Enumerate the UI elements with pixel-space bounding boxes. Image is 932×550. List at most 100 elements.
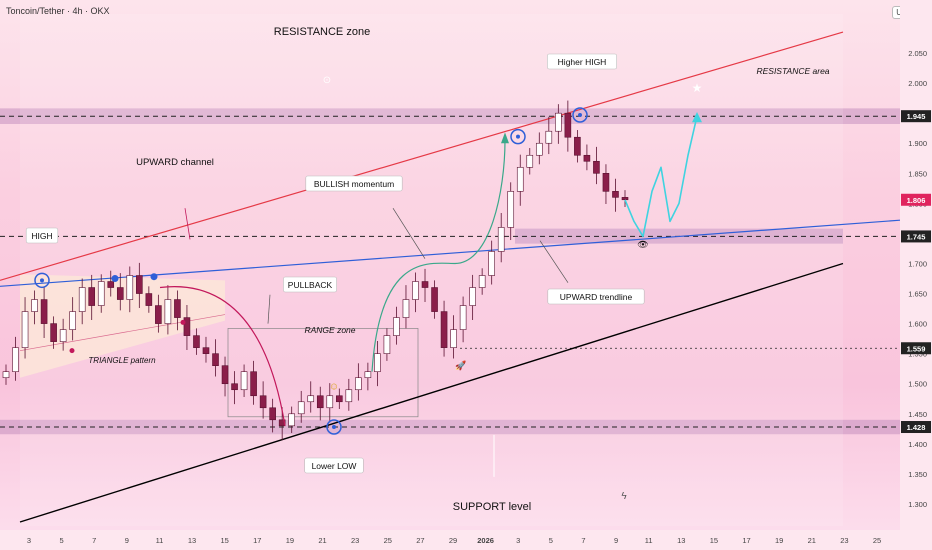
x-tick-label: 27 (416, 536, 424, 545)
high-dot (150, 273, 158, 281)
currency-label[interactable]: USDT (892, 6, 922, 19)
x-tick-label: 21 (318, 536, 326, 545)
candle-up (364, 371, 372, 379)
candle-down (183, 317, 191, 336)
x-tick-label: 19 (286, 536, 294, 545)
candle-down (231, 383, 238, 391)
resistance-zone-band (0, 108, 900, 125)
candle-up (383, 335, 391, 354)
x-tick-label: 23 (351, 536, 359, 545)
candle-up (402, 299, 410, 318)
higher-high-label: Higher HIGH (558, 57, 607, 67)
y-tick-label: 1.900 (908, 139, 927, 148)
candle-up (393, 317, 400, 336)
y-tick-label: 1.400 (908, 440, 927, 449)
y-tick-label: 1.700 (908, 259, 927, 268)
candle-down (440, 311, 448, 348)
momentum-arrowhead (501, 132, 509, 144)
candle-up (459, 305, 467, 330)
x-tick-label: 11 (156, 536, 164, 545)
candle-down (612, 191, 619, 198)
candle-down (250, 371, 257, 397)
price-tag-box (901, 342, 931, 355)
high-label-box (25, 227, 59, 244)
y-tick-label: 1.300 (908, 500, 927, 509)
candle-down (278, 419, 286, 427)
lower-low-label: Lower LOW (312, 461, 357, 471)
pivot-dot (40, 278, 44, 283)
x-tick-label: 19 (775, 536, 783, 545)
candle-up (97, 281, 105, 306)
channel-top-line (0, 31, 844, 281)
candle-down (259, 395, 267, 409)
pivot-marker (510, 128, 526, 145)
candle-up (469, 287, 476, 306)
bullish-momentum-label: BULLISH momentum (314, 179, 394, 189)
projection-path (624, 116, 698, 238)
y-tick-label: 1.550 (908, 350, 927, 359)
pivot-dot (332, 425, 336, 430)
y-tick-label: 2.050 (908, 49, 927, 58)
pullback-pointer (267, 294, 271, 324)
x-tick-label: 2026 (477, 536, 494, 545)
x-tick-label: 3 (516, 536, 520, 545)
price-tag-label: 1.945 (907, 112, 926, 121)
face-icon: ☺ (329, 382, 339, 393)
price-tag-label: 1.559 (907, 344, 926, 353)
candle-down (574, 136, 581, 156)
symbol-title: Toncoin/Tether · 4h · OKX (6, 6, 110, 16)
pivot-dot (516, 134, 520, 139)
candle-up (307, 395, 315, 403)
candle-down (50, 323, 57, 342)
x-tick-label: 21 (808, 536, 816, 545)
candle-down (269, 407, 276, 421)
channel-pointer (184, 208, 191, 240)
candle-up (412, 281, 419, 300)
x-tick-label: 9 (125, 536, 129, 545)
candle-down (174, 299, 181, 318)
candle-down (421, 281, 429, 288)
candle-down (202, 347, 210, 354)
y-tick-label: 2.000 (908, 79, 927, 88)
candle-up (535, 142, 543, 156)
candle-down (336, 395, 343, 403)
candle-down (593, 160, 600, 174)
candle-up (126, 275, 134, 300)
price-tag-box (901, 230, 931, 243)
candle-up (478, 275, 486, 288)
candle-up (450, 329, 457, 348)
y-tick-label: 1.800 (908, 199, 927, 208)
x-tick-label: 17 (253, 536, 261, 545)
pullback-label-box (283, 276, 337, 293)
y-tick-label: 1.650 (908, 290, 927, 299)
low-dot (69, 348, 75, 354)
y-tick-label: 1.600 (908, 320, 927, 329)
candle-down (564, 112, 572, 138)
x-tick-label: 3 (27, 536, 31, 545)
candle-up (21, 311, 29, 348)
trendline-pointer (539, 240, 569, 283)
candle-up (345, 389, 353, 403)
candle-down (316, 395, 324, 409)
x-tick-label: 25 (873, 536, 881, 545)
x-tick-label: 15 (221, 536, 229, 545)
x-tick-label: 7 (581, 536, 585, 545)
upward-trendline (0, 219, 901, 287)
candle-up (69, 311, 76, 330)
y-tick-label: 1.750 (908, 229, 927, 238)
candle-down (602, 173, 610, 192)
candle-down (431, 287, 438, 312)
projection-panel (20, 14, 843, 526)
candle-down (88, 287, 96, 306)
resistance-area-label: RESISTANCE area (756, 66, 829, 76)
x-tick-label: 7 (92, 536, 96, 545)
x-tick-label: 25 (384, 536, 392, 545)
rocket-icon: 🚀 (455, 360, 466, 371)
support-zone-band (0, 419, 900, 435)
pullback-arc (159, 286, 286, 426)
candle-down (136, 275, 143, 294)
x-tick-label: 13 (677, 536, 685, 545)
y-tick-label: 1.500 (908, 380, 927, 389)
x-tick-label: 15 (710, 536, 718, 545)
